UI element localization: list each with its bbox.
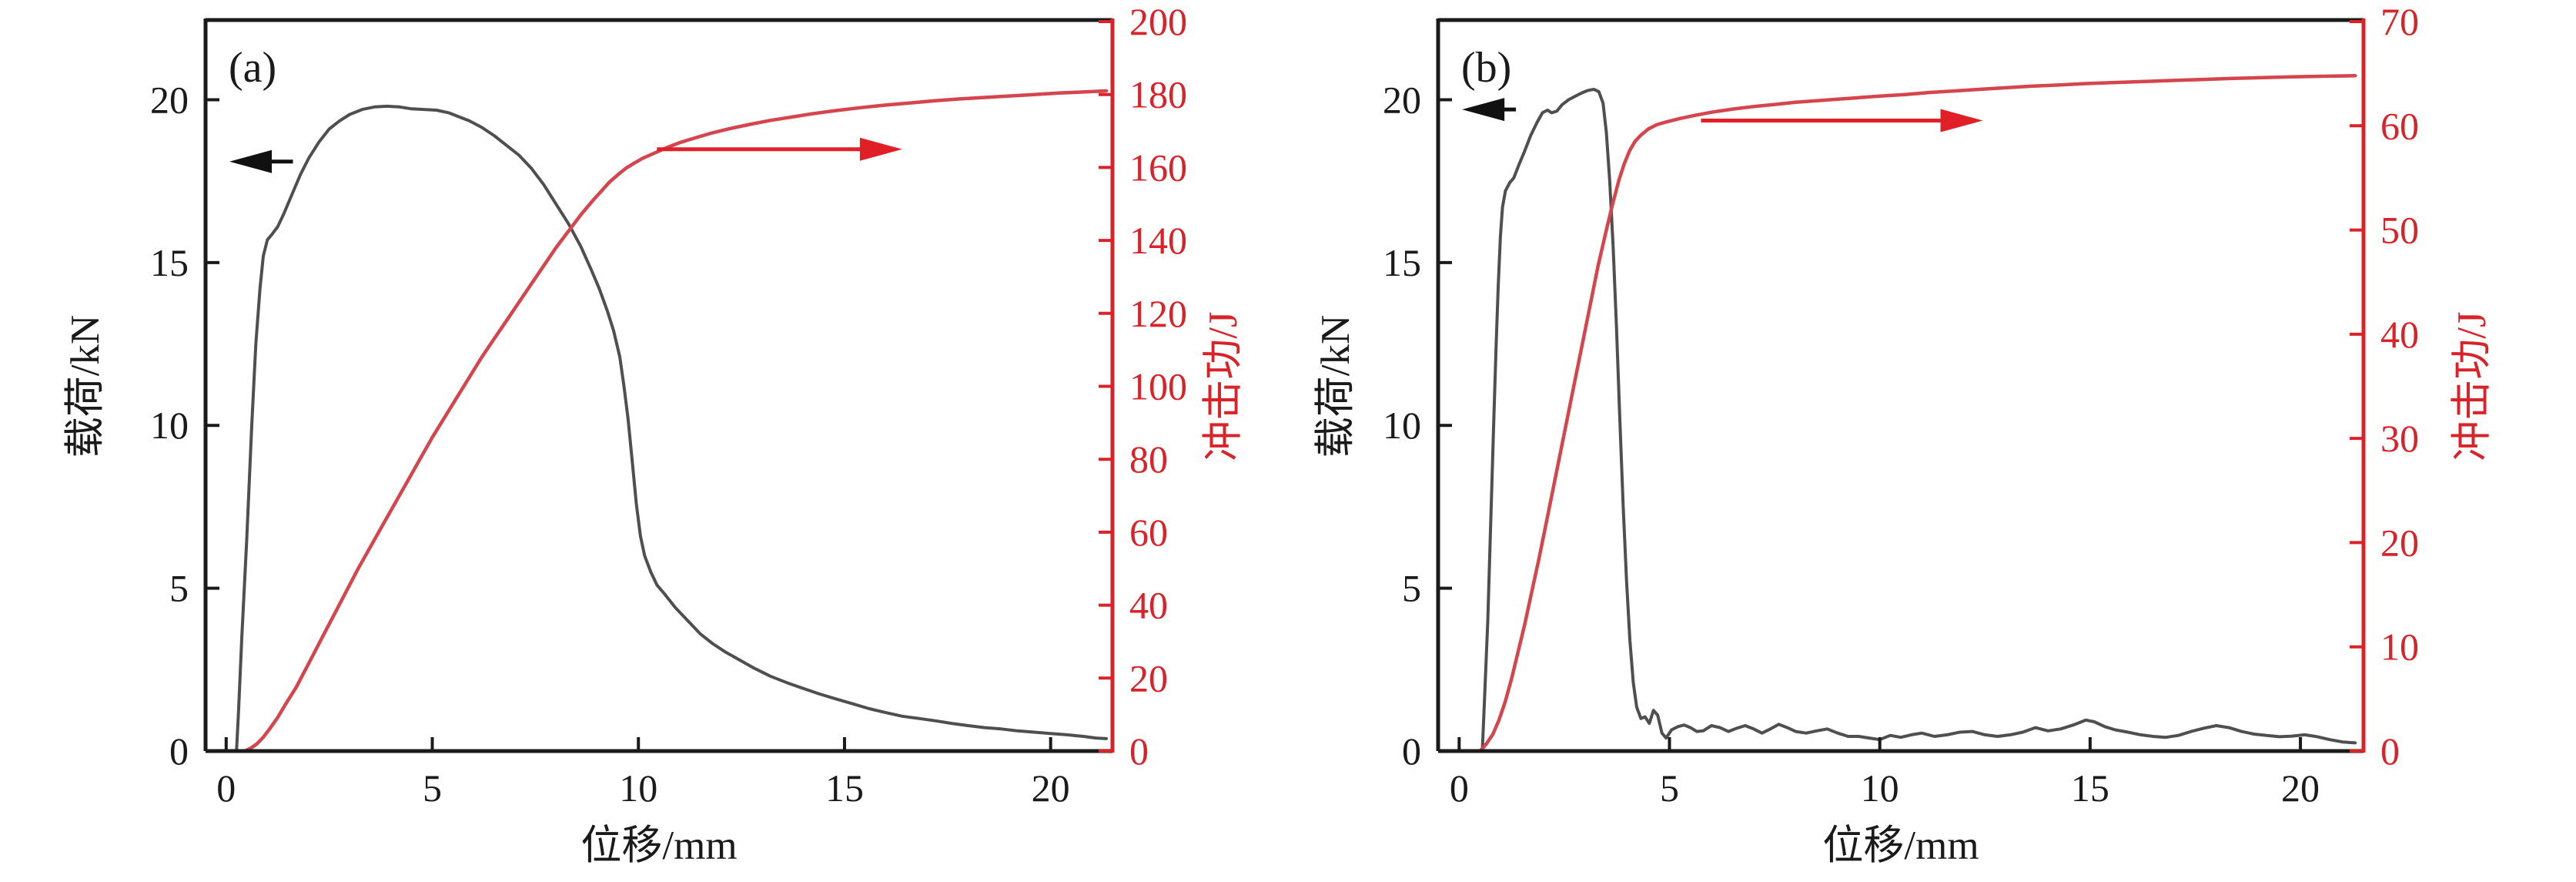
left-axis-tick-label: 20 <box>150 78 189 121</box>
arrow-head-icon <box>1940 109 1983 132</box>
right-axis-tick-label: 50 <box>2380 209 2419 252</box>
panel-a-load-axis-pointer <box>229 149 293 173</box>
right-axis-title: 冲击功/J <box>2450 311 2494 461</box>
left-axis-tick-label: 15 <box>1383 241 1421 284</box>
right-axis-tick-label: 120 <box>1129 292 1187 335</box>
right-axis-tick-label: 30 <box>2380 417 2419 460</box>
x-axis-tick-label: 5 <box>1660 766 1679 810</box>
panel-label: (b) <box>1461 44 1511 92</box>
panel-b-energy-axis-pointer <box>1701 109 1983 132</box>
arrow-head-icon <box>1462 98 1505 122</box>
right-axis-tick-label: 160 <box>1129 146 1187 189</box>
right-axis-tick-label: 60 <box>1129 511 1168 554</box>
right-axis-tick-label: 70 <box>2380 0 2419 43</box>
right-axis-tick-label: 40 <box>1129 584 1168 627</box>
right-axis-tick-label: 0 <box>1129 729 1149 773</box>
x-axis-tick-label: 15 <box>2071 766 2109 810</box>
right-axis-tick-label: 20 <box>2380 521 2419 564</box>
x-axis-tick-label: 10 <box>619 766 657 810</box>
right-axis-tick-label: 140 <box>1129 219 1187 262</box>
right-axis-tick-label: 100 <box>1129 365 1187 408</box>
panel-b-load-curve <box>1480 87 2357 753</box>
right-axis-tick-label: 80 <box>1129 438 1168 481</box>
panel-b-energy-curve <box>1478 74 2357 753</box>
left-axis-tick-label: 0 <box>169 729 189 773</box>
right-axis-tick-label: 20 <box>1129 656 1168 699</box>
right-axis-tick-label: 10 <box>2380 625 2419 669</box>
left-axis-tick-label: 20 <box>1383 78 1421 121</box>
x-axis-title: 位移/mm <box>580 823 737 868</box>
panel-a-energy-axis-pointer <box>657 137 902 161</box>
left-axis-title: 载荷/kN <box>63 315 108 458</box>
left-axis-tick-label: 5 <box>1402 567 1421 610</box>
left-axis-title: 载荷/kN <box>1313 315 1358 458</box>
left-axis-tick-label: 0 <box>1402 729 1421 773</box>
x-axis-tick-label: 15 <box>825 766 864 810</box>
x-axis-tick-label: 0 <box>216 766 236 810</box>
arrow-head-icon <box>229 149 273 173</box>
panel-b-load-axis-pointer <box>1462 98 1517 122</box>
panel-a-load-curve <box>235 104 1108 753</box>
panel-a: 0 5 10 15 2005101520020406080100120140160180… <box>63 0 1246 868</box>
panel-b: 0 5 10 15 20 0 5 10 15 20 0 10 20 30 40 50 60 70 位移/mm 载荷/k… <box>1313 0 2494 868</box>
left-axis-tick-label: 10 <box>1383 404 1421 447</box>
left-axis-tick-label: 15 <box>150 241 189 284</box>
left-axis-tick-label: 10 <box>150 404 189 447</box>
panel-a-energy-curve <box>243 89 1109 753</box>
left-axis-tick-label: 5 <box>169 567 189 610</box>
right-axis-tick-label: 60 <box>2380 104 2419 147</box>
x-axis-tick-label: 5 <box>423 766 442 810</box>
x-axis-tick-label: 20 <box>2281 766 2320 810</box>
right-axis-tick-label: 180 <box>1129 73 1187 116</box>
x-axis-title: 位移/mm <box>1822 823 1979 868</box>
right-axis-title: 冲击功/J <box>1201 311 1246 461</box>
right-axis-tick-label: 0 <box>2380 729 2400 773</box>
right-axis-tick-label: 200 <box>1129 0 1187 43</box>
x-axis-tick-label: 20 <box>1032 766 1070 810</box>
panel-label: (a) <box>229 44 276 92</box>
x-axis-tick-label: 0 <box>1450 766 1469 810</box>
arrow-head-icon <box>859 137 902 161</box>
x-axis-tick-label: 10 <box>1861 766 1899 810</box>
right-axis-tick-label: 40 <box>2380 313 2419 356</box>
